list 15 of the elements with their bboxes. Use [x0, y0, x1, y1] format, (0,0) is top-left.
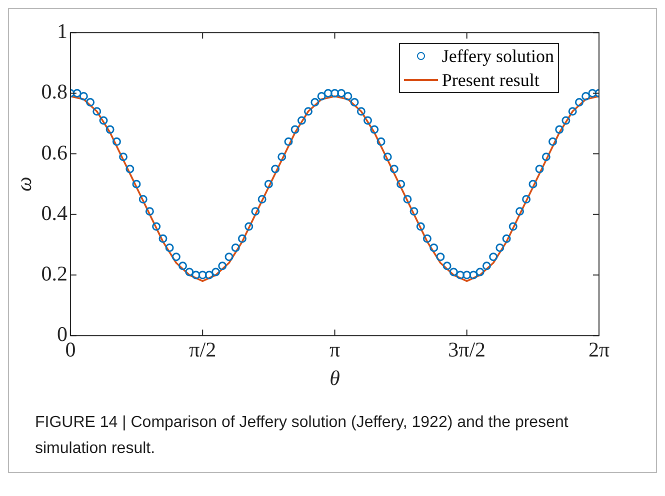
caption: FIGURE 14 | Comparison of Jeffery solution (Jeffery, 1922) and the present simulation result.: [34, 413, 570, 459]
x-tick-label: π/2: [189, 338, 216, 362]
x-tick-label: 3π/2: [448, 338, 486, 362]
x-tick-label: 2π: [588, 338, 610, 362]
y-tick-label: 0.4: [41, 200, 68, 225]
y-tick-label: 0.6: [41, 140, 68, 164]
y-tick-label: 0.8: [41, 80, 68, 104]
y-tick-label: 0: [56, 322, 68, 346]
y-tick-label: 1: [56, 19, 68, 44]
x-axis-title: θ: [330, 366, 340, 390]
legend-label: Present result: [442, 69, 540, 92]
y-axis-title: ω: [12, 176, 36, 192]
x-tick-label: π: [329, 338, 340, 362]
legend-label: Jeffery solution: [442, 45, 554, 68]
y-tick-label: 0.2: [41, 262, 68, 286]
